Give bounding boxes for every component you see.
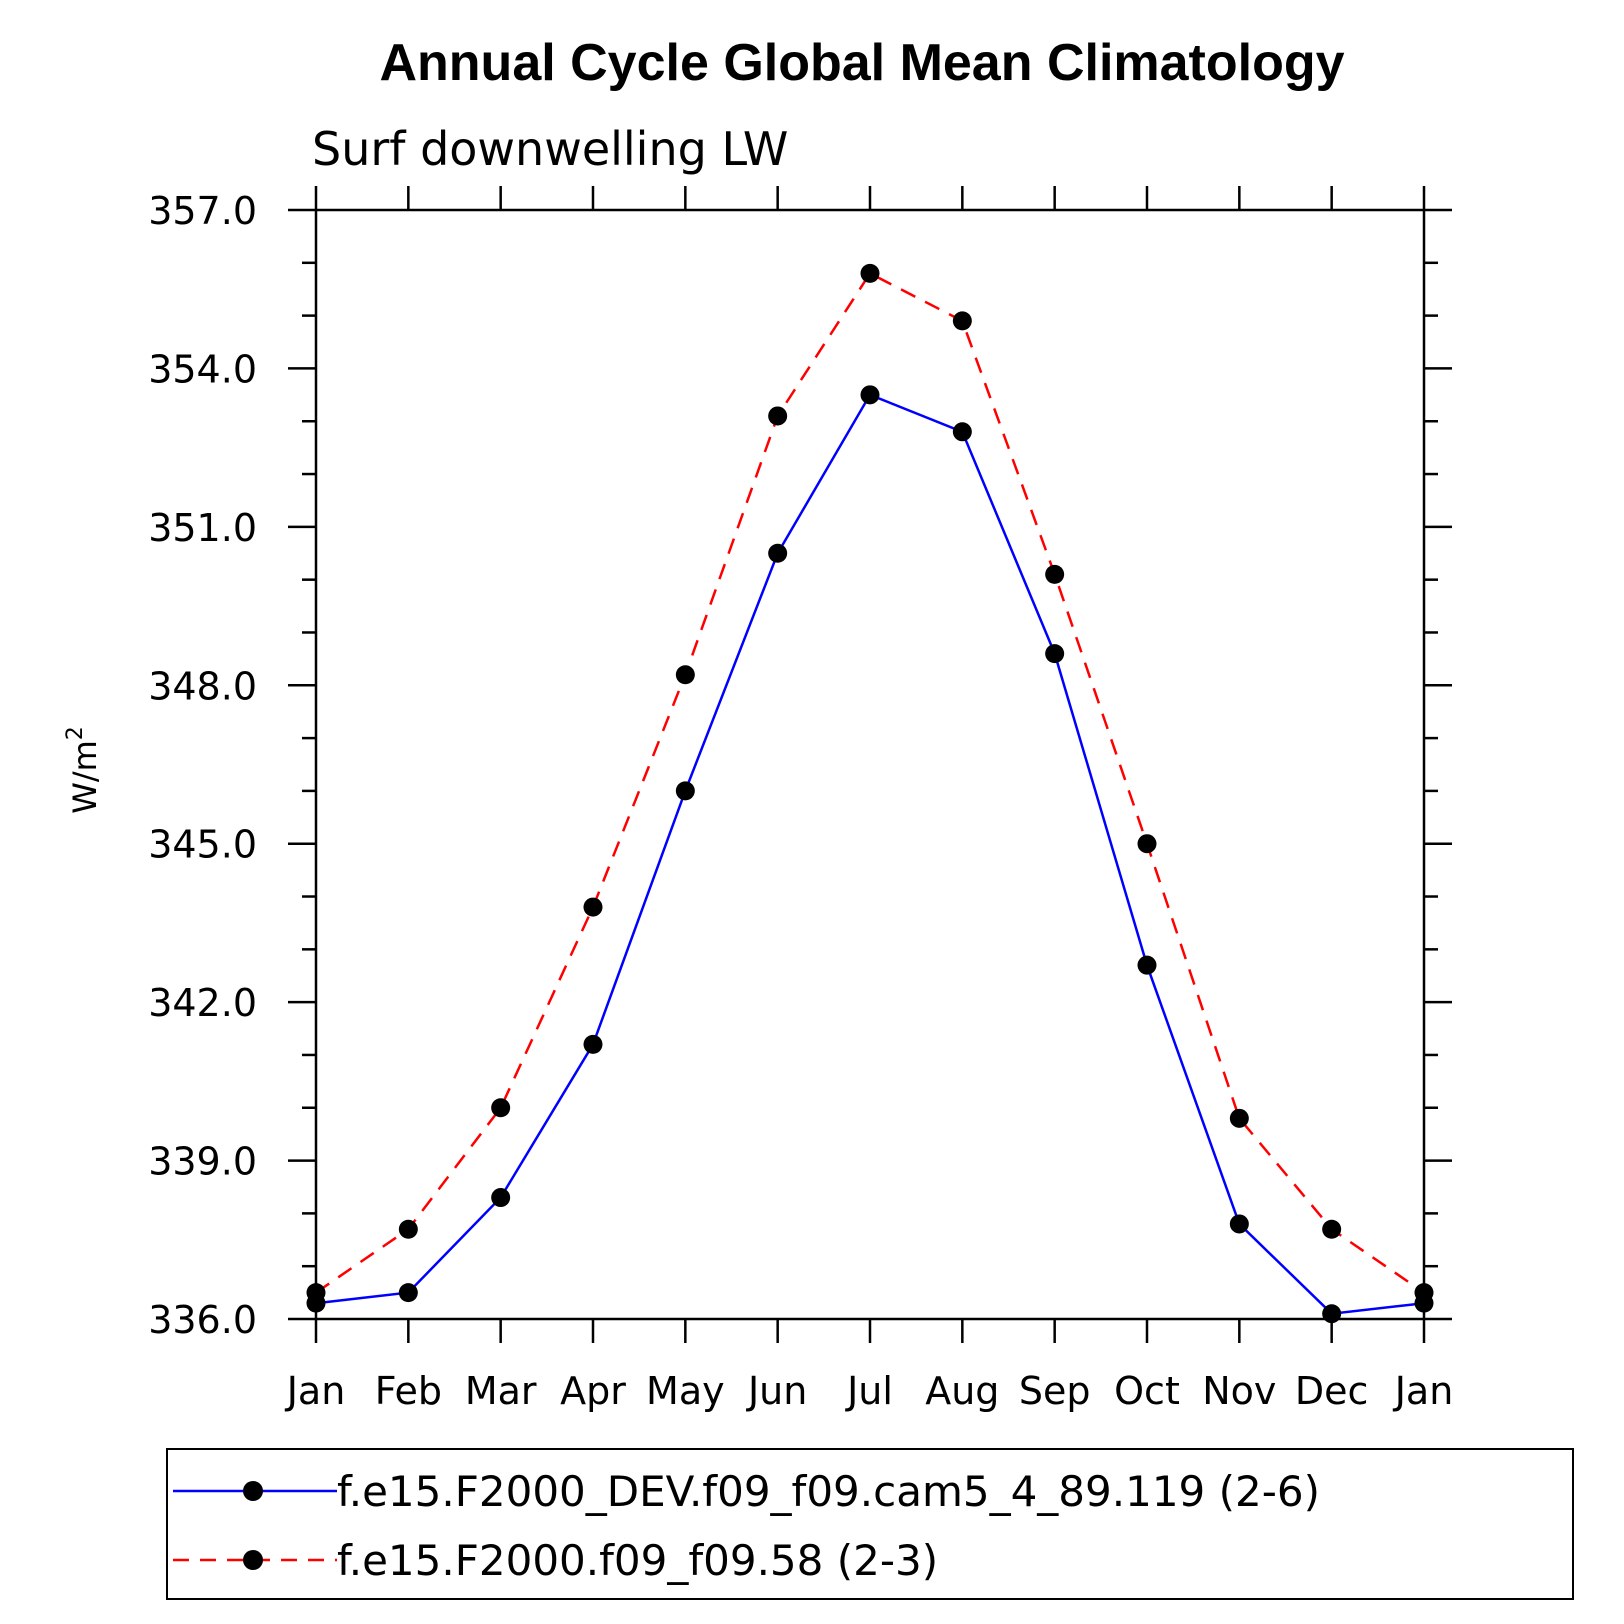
y-tick-label: 342.0 xyxy=(148,981,257,1025)
x-tick-label: Jul xyxy=(845,1369,893,1413)
x-tick-label: Oct xyxy=(1114,1369,1180,1413)
x-tick-label: Nov xyxy=(1202,1369,1276,1413)
legend: f.e15.F2000_DEV.f09_f09.cam5_4_89.119 (2… xyxy=(166,1448,1574,1600)
series-1-point xyxy=(860,385,880,405)
series-1-point xyxy=(583,1034,603,1054)
legend-label-series-1: f.e15.F2000_DEV.f09_f09.cam5_4_89.119 (2… xyxy=(337,1467,1320,1516)
series-2-point xyxy=(306,1283,326,1303)
series-2-point xyxy=(583,897,603,917)
series-2-point xyxy=(1322,1219,1342,1239)
legend-marker-series-2 xyxy=(243,1550,263,1570)
x-tick-label: Feb xyxy=(375,1369,442,1413)
legend-box xyxy=(166,1448,1574,1600)
x-tick-label: Apr xyxy=(560,1369,626,1413)
series-2-point xyxy=(1414,1283,1434,1303)
y-tick-label: 336.0 xyxy=(148,1298,257,1342)
x-tick-label: Sep xyxy=(1019,1369,1091,1413)
x-tick-label: Jan xyxy=(285,1369,346,1413)
y-tick-label: 357.0 xyxy=(148,189,257,233)
x-tick-label: Jun xyxy=(746,1369,807,1413)
x-tick-label: May xyxy=(646,1369,725,1413)
series-1-point xyxy=(1137,955,1157,975)
axes xyxy=(288,186,1452,1343)
y-tick-label: 339.0 xyxy=(148,1140,257,1184)
y-axis-label: W/m2 xyxy=(63,726,104,814)
series-2-point xyxy=(398,1219,418,1239)
x-tick-label: Mar xyxy=(465,1369,537,1413)
series-2-line xyxy=(315,271,1425,1294)
series-2-point xyxy=(768,406,788,426)
legend-marker-series-1 xyxy=(243,1481,263,1501)
series-1-line xyxy=(315,393,1425,1316)
series-2-point xyxy=(952,311,972,331)
series-2 xyxy=(306,263,1434,1303)
series-2-point xyxy=(675,665,695,685)
x-tick-label: Jan xyxy=(1393,1369,1454,1413)
x-tick-label: Aug xyxy=(925,1369,999,1413)
legend-label-series-2: f.e15.F2000.f09_f09.58 (2-3) xyxy=(337,1536,938,1585)
series-2-point xyxy=(860,263,880,283)
series-2-point xyxy=(1137,834,1157,854)
y-tick-label: 354.0 xyxy=(148,347,257,391)
x-tick-label: Dec xyxy=(1295,1369,1369,1413)
series-1 xyxy=(306,385,1434,1324)
y-tick-label: 351.0 xyxy=(148,506,257,550)
series-1-point xyxy=(491,1188,511,1208)
y-tick-label: 348.0 xyxy=(148,664,257,708)
series-1-point xyxy=(768,543,788,563)
series-1-point xyxy=(398,1283,418,1303)
series-1-point xyxy=(1229,1214,1249,1234)
y-tick-label: 345.0 xyxy=(148,823,257,867)
series-2-point xyxy=(1045,564,1065,584)
chart-subtitle: Surf downwelling LW xyxy=(312,122,788,176)
data-series xyxy=(306,263,1434,1324)
y-tick-labels: 357.0 354.0 351.0 348.0 345.0 342.0 339.0 336.0 xyxy=(148,189,257,1342)
y-axis-label-unit: W/m xyxy=(66,740,104,814)
chart-title: Annual Cycle Global Mean Climatology xyxy=(379,34,1344,92)
y-axis-label-superscript: 2 xyxy=(63,726,88,740)
series-1-point xyxy=(675,781,695,801)
series-2-point xyxy=(491,1098,511,1118)
series-2-point xyxy=(1229,1108,1249,1128)
series-1-point xyxy=(952,422,972,442)
plot-frame xyxy=(314,208,1426,1321)
series-1-point xyxy=(1322,1304,1342,1324)
series-1-point xyxy=(1045,644,1065,664)
x-tick-labels: Jan Feb Mar Apr May Jun Jul Aug Sep Oct Nov Dec Jan xyxy=(285,1369,1454,1413)
